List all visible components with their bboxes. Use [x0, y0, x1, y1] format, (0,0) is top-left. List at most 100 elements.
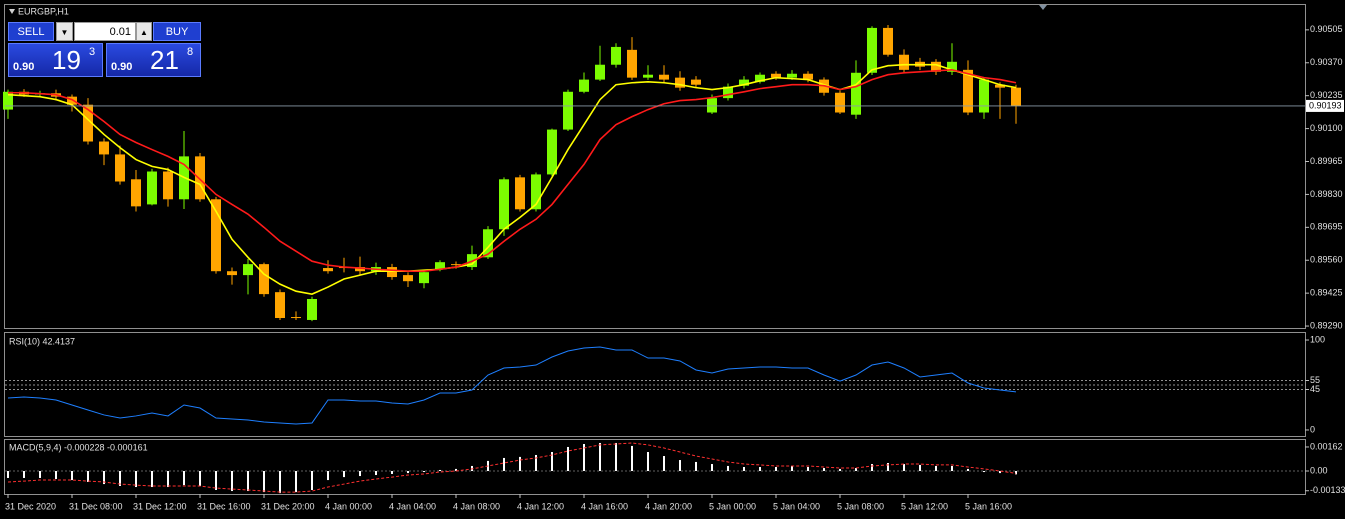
candle-body: [67, 96, 77, 105]
bid-small: 3: [89, 46, 96, 58]
x-tick-label: 4 Jan 08:00: [453, 501, 500, 511]
candle-body: [723, 86, 733, 99]
histogram-bar: [727, 465, 729, 472]
histogram-bar: [567, 446, 569, 472]
y-tick-label: 45: [1310, 384, 1320, 394]
candle-body: [227, 271, 237, 276]
candle-body: [899, 54, 909, 70]
symbol-icon: [9, 9, 15, 14]
histogram-bar: [103, 471, 105, 485]
candle-body: [579, 79, 589, 92]
ask-big: 0.90: [111, 61, 133, 73]
histogram-bar: [119, 471, 121, 486]
x-tick-label: 5 Jan 16:00: [965, 501, 1012, 511]
histogram-bar: [615, 442, 617, 472]
trade-panel: SELL ▼ 0.01 ▲ BUY 0.90 19 3 0.90 21 8: [8, 22, 202, 78]
candle-body: [195, 156, 205, 200]
candle-body: [323, 268, 333, 272]
histogram-bar: [391, 471, 393, 474]
buy-button[interactable]: BUY: [153, 22, 201, 41]
ask-small: 8: [187, 46, 194, 58]
x-tick-label: 5 Jan 04:00: [773, 501, 820, 511]
y-tick-label: 55: [1310, 375, 1320, 385]
candle-body: [851, 72, 861, 115]
candle-body: [211, 199, 221, 272]
candle-body: [147, 171, 157, 205]
histogram-bar: [535, 454, 537, 472]
candle-body: [803, 73, 813, 80]
bid-price[interactable]: 0.90 19 3: [8, 43, 103, 77]
histogram-bar: [455, 468, 457, 472]
histogram-bar: [39, 471, 41, 478]
candle-body: [627, 49, 637, 78]
candle-body: [83, 104, 93, 142]
histogram-bar: [135, 471, 137, 488]
candle-body: [867, 27, 877, 73]
candle-body: [387, 267, 397, 278]
lot-input[interactable]: 0.01: [74, 22, 136, 41]
y-tick-label: 0.89560: [1310, 255, 1343, 265]
candle-body: [739, 79, 749, 86]
candle-body: [99, 141, 109, 155]
y-tick-label: 0.00: [1310, 465, 1328, 475]
histogram-bar: [343, 471, 345, 478]
histogram-bar: [247, 471, 249, 492]
candle-body: [291, 317, 301, 319]
histogram-bar: [167, 471, 169, 488]
candle-body: [435, 262, 445, 270]
histogram-bar: [295, 471, 297, 493]
x-tick-label: 31 Dec 16:00: [197, 501, 251, 511]
histogram-bar: [423, 471, 425, 473]
macd-title: MACD(5,9,4) -0.000228 -0.000161: [9, 442, 148, 452]
rsi-line: [7, 346, 1017, 425]
histogram-bar: [199, 471, 201, 486]
candle-body: [771, 73, 781, 78]
candle-body: [115, 154, 125, 182]
candle-body: [979, 79, 989, 113]
candle-body: [563, 91, 573, 130]
histogram-bar: [375, 471, 377, 476]
candle-body: [419, 272, 429, 284]
histogram-bar: [439, 469, 441, 472]
candle-body: [691, 79, 701, 85]
candle-body: [963, 69, 973, 113]
x-tick-label: 4 Jan 04:00: [389, 501, 436, 511]
sell-button[interactable]: SELL: [8, 22, 54, 41]
lot-up[interactable]: ▲: [136, 22, 152, 41]
moving-average: [7, 63, 1017, 295]
candle-body: [707, 98, 717, 113]
histogram-bar: [183, 471, 185, 486]
ask-price[interactable]: 0.90 21 8: [106, 43, 201, 77]
x-tick-label: 31 Dec 2020: [5, 501, 56, 511]
x-tick-label: 4 Jan 00:00: [325, 501, 372, 511]
candle-body: [515, 177, 525, 210]
histogram-bar: [791, 465, 793, 472]
histogram-bar: [87, 471, 89, 482]
candle-body: [483, 229, 493, 258]
histogram-bar: [151, 471, 153, 488]
candle-body: [995, 84, 1005, 88]
bid-big: 0.90: [13, 61, 35, 73]
histogram-bar: [967, 468, 969, 472]
y-tick-label: 100: [1310, 334, 1325, 344]
x-tick-label: 4 Jan 20:00: [645, 501, 692, 511]
ask-main: 21: [150, 45, 179, 75]
price-label: 0.90193: [1309, 100, 1342, 110]
candle-body: [243, 264, 253, 276]
histogram-bar: [903, 464, 905, 472]
candle-body: [643, 74, 653, 78]
candle-body: [275, 292, 285, 319]
candle-body: [307, 298, 317, 320]
histogram-bar: [743, 467, 745, 472]
chart-title: EURGBP,H1: [18, 6, 69, 16]
lot-down[interactable]: ▼: [56, 22, 73, 41]
histogram-bar: [71, 471, 73, 481]
histogram-bar: [983, 471, 985, 473]
histogram-bar: [263, 471, 265, 493]
y-tick-label: 0.90100: [1310, 123, 1343, 133]
histogram-bar: [407, 471, 409, 474]
histogram-bar: [663, 456, 665, 472]
candle-body: [947, 61, 957, 72]
histogram-bar: [839, 468, 841, 472]
